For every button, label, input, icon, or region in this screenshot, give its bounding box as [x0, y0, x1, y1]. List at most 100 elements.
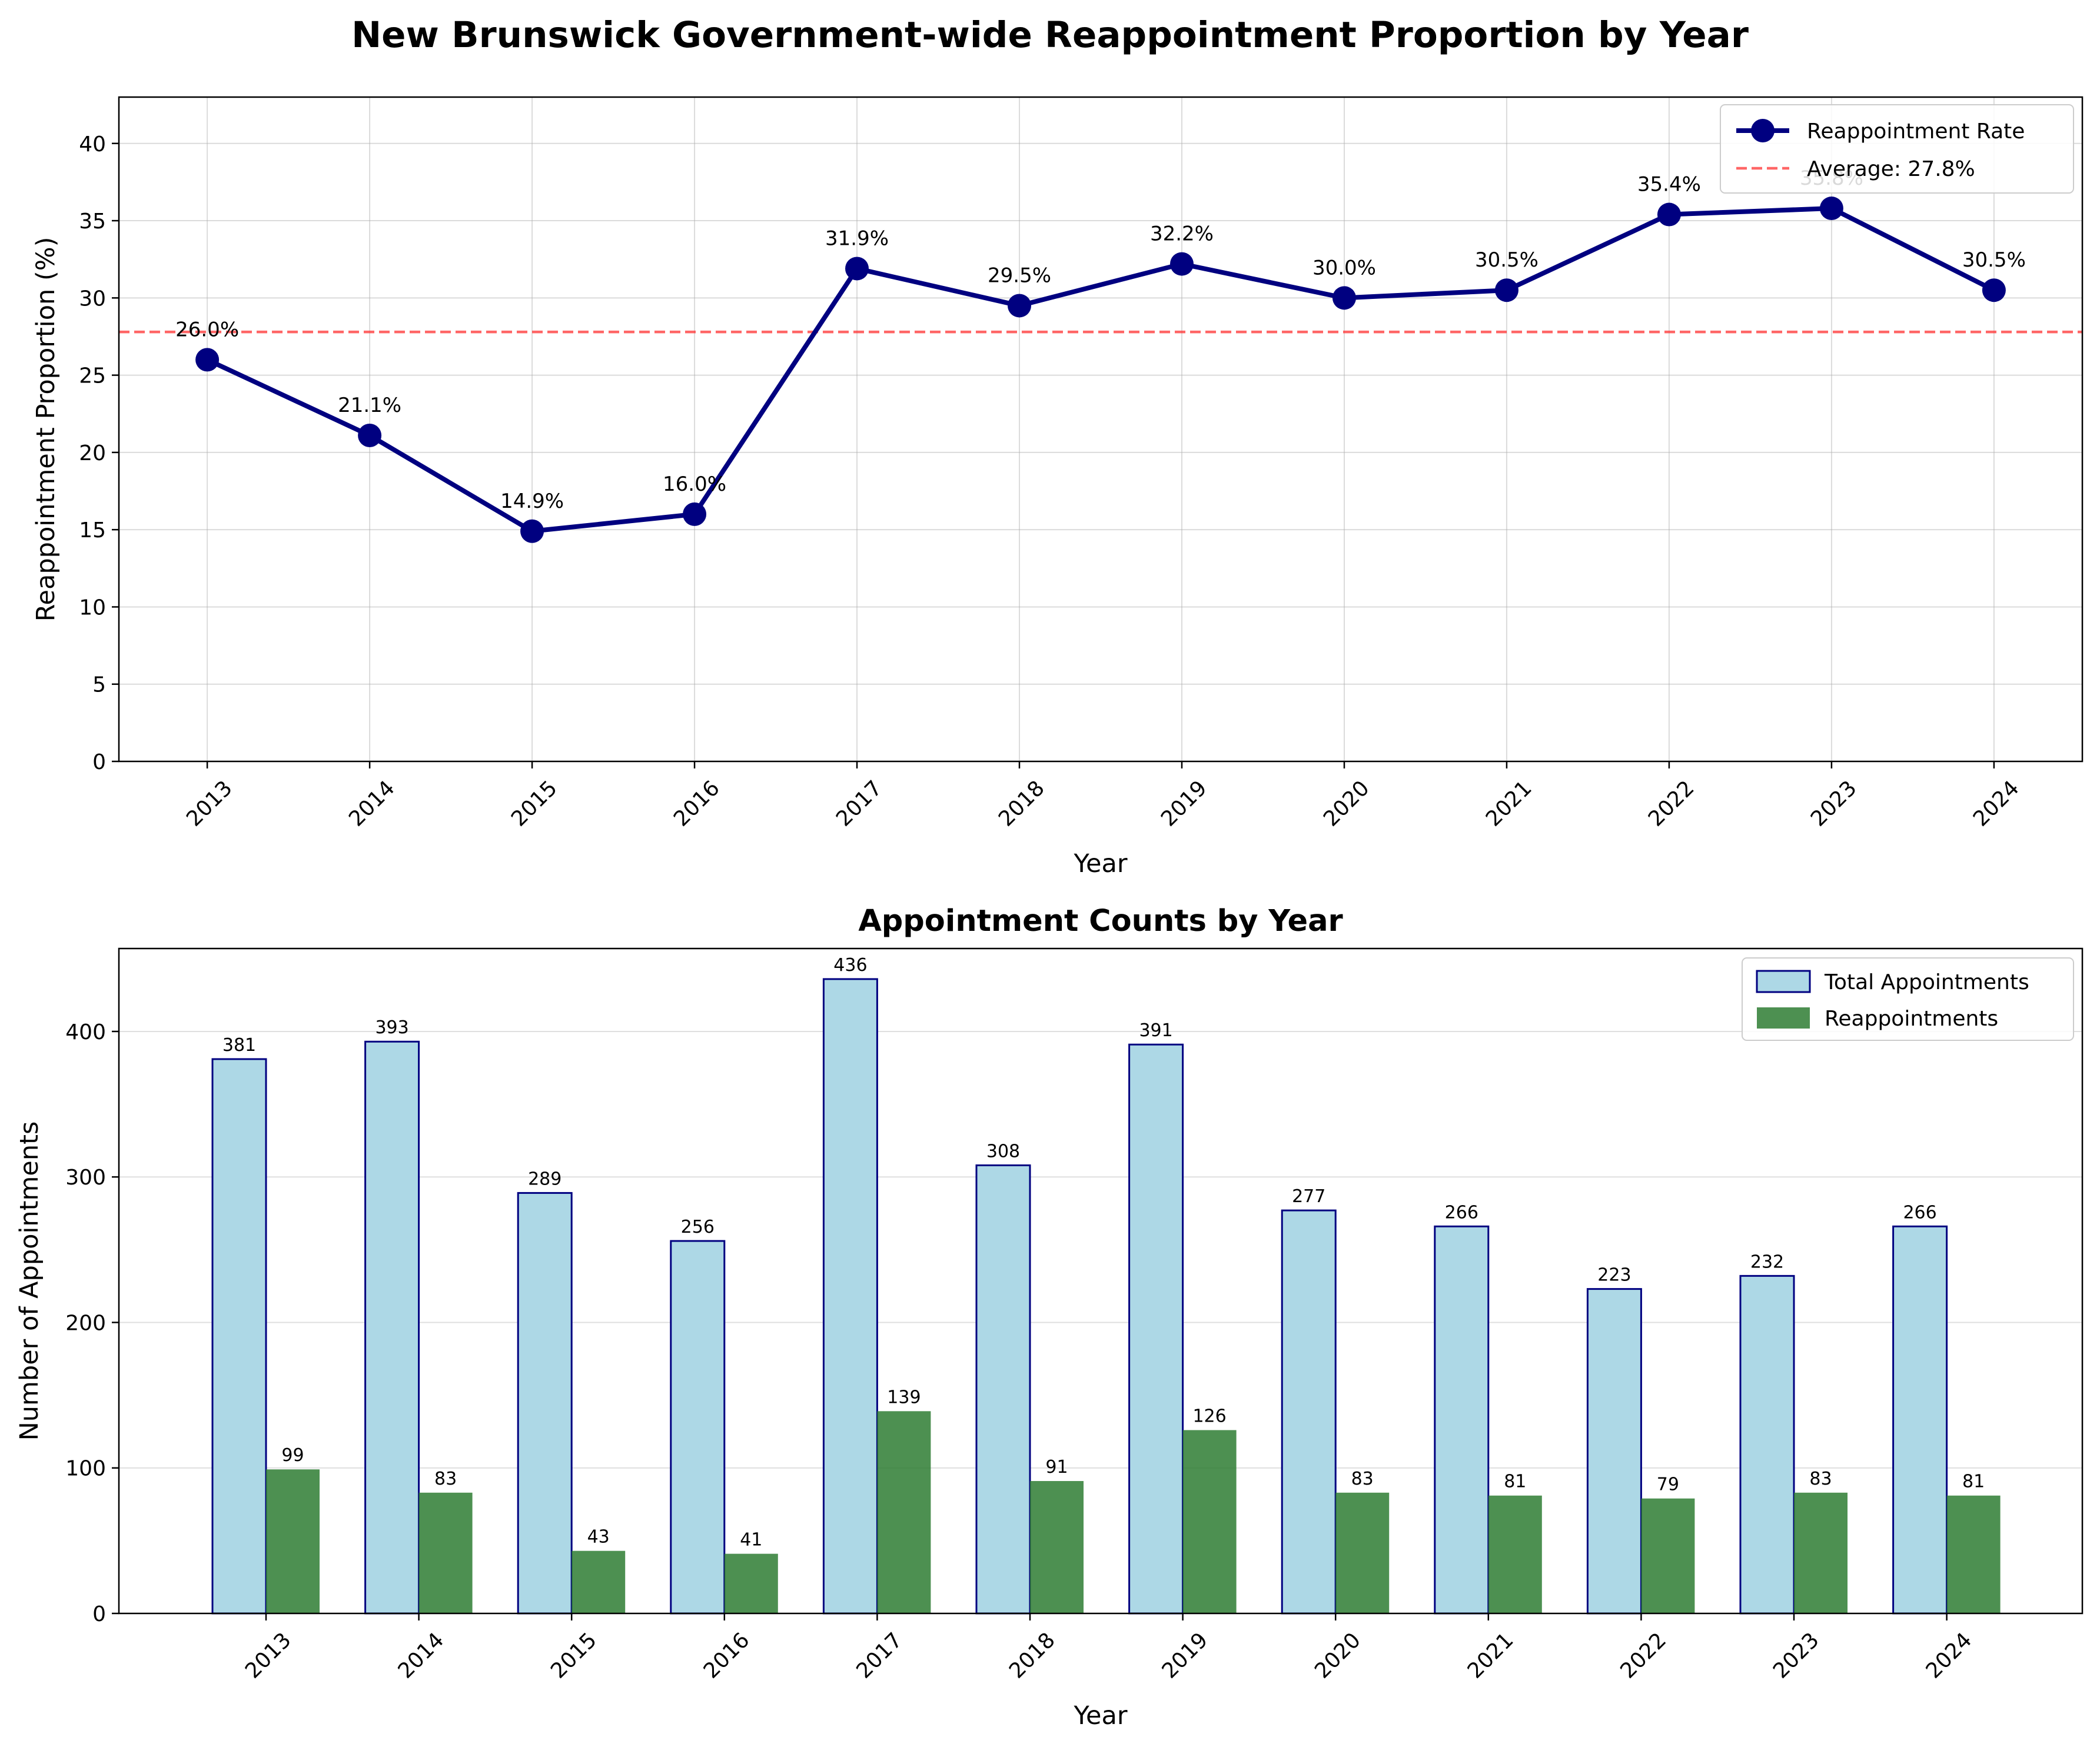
y-tick-label: 0	[92, 1602, 106, 1626]
x-tick-label: 2019	[1157, 776, 1212, 831]
y-tick-label: 40	[79, 132, 106, 157]
x-tick-label: 2023	[1769, 1628, 1824, 1683]
top-legend: Reappointment Rate Average: 27.8%	[1720, 104, 2074, 194]
figure-title: New Brunswick Government-wide Reappointm…	[351, 14, 1749, 56]
y-tick-label: 5	[92, 673, 106, 697]
rate-point	[1657, 202, 1681, 227]
total-bar	[211, 1058, 267, 1615]
reappointment-bar	[1794, 1492, 1848, 1613]
y-tick-label: 15	[79, 518, 106, 543]
reappointment-bar-label: 91	[1045, 1457, 1068, 1478]
total-bar	[1739, 1275, 1795, 1615]
x-tick-label: 2014	[394, 1628, 449, 1683]
top-plot-frame	[118, 96, 2084, 763]
bottom-legend-box	[1742, 957, 2074, 1041]
reappointment-bar	[571, 1550, 626, 1613]
x-tick-label: 2016	[699, 1628, 755, 1683]
total-bar	[1586, 1288, 1642, 1615]
x-tick-label: 2019	[1158, 1628, 1213, 1683]
bottom-chart-title: Appointment Counts by Year	[858, 904, 1343, 939]
total-bar-label: 266	[1445, 1202, 1478, 1223]
x-tick-label: 2022	[1616, 1628, 1671, 1683]
top-y-ticks: 0 5 10 15 20 25 30 35 40	[79, 132, 119, 774]
top-grid	[119, 97, 2082, 762]
total-bar	[1892, 1225, 1948, 1615]
x-tick-label: 2014	[344, 776, 400, 831]
rate-data-label: 16.0%	[663, 472, 726, 496]
reappointment-bar	[1641, 1498, 1695, 1613]
y-tick-label: 10	[79, 595, 106, 620]
bottom-x-axis-label: Year	[1073, 1701, 1127, 1731]
x-tick-label: 2021	[1481, 776, 1537, 831]
x-tick-label: 2020	[1310, 1628, 1365, 1683]
total-bar-label: 289	[528, 1169, 561, 1189]
reappointment-bar	[1335, 1492, 1390, 1613]
rate-point	[1982, 278, 2006, 302]
legend-total-swatch	[1756, 970, 1811, 993]
bottom-x-ticks: 2013 2014 2015 2016 2017 2018 2019 2020 2021 2022…	[241, 1613, 1976, 1683]
total-bar	[1434, 1225, 1490, 1615]
total-bar	[670, 1240, 726, 1615]
legend-reappointments-label: Reappointments	[1825, 1007, 1998, 1031]
counts-bar-chart: Appointment Counts by Year 0 100 200 300 400…	[15, 904, 2084, 1731]
y-tick-label: 35	[79, 209, 106, 234]
reappointment-bar-label: 81	[1962, 1472, 1985, 1492]
top-x-ticks: 2013 2014 2015 2016 2017 2018 2019 2020 2021 2022…	[182, 761, 2024, 831]
rate-point	[1008, 294, 1032, 318]
y-tick-label: 300	[65, 1166, 106, 1190]
total-bar	[1281, 1209, 1337, 1615]
rate-point	[1819, 197, 1843, 221]
rate-point	[683, 502, 707, 526]
reappointment-bar	[1488, 1495, 1542, 1613]
y-tick-label: 400	[65, 1020, 106, 1044]
rate-point	[1332, 286, 1356, 310]
total-bar-label: 277	[1292, 1186, 1325, 1207]
total-bar	[364, 1040, 420, 1615]
bottom-y-axis-label: Number of Appointments	[15, 1122, 44, 1441]
x-tick-label: 2023	[1806, 776, 1862, 831]
rate-data-label: 30.0%	[1312, 256, 1376, 279]
x-tick-label: 2013	[241, 1628, 296, 1683]
reappointment-bar	[1030, 1480, 1084, 1613]
rate-series: 26.0% 21.1% 14.9% 16.0% 31.9% 29.5% 32.2% 30.0%…	[175, 167, 2026, 543]
reappointment-bar-label: 83	[1809, 1469, 1832, 1489]
rate-data-label: 26.0%	[175, 318, 239, 341]
total-bar-label: 381	[222, 1035, 256, 1056]
rate-point	[358, 424, 382, 448]
x-tick-label: 2015	[546, 1628, 602, 1683]
total-bar	[975, 1164, 1031, 1615]
total-bar	[517, 1192, 573, 1615]
legend-rate-label: Reappointment Rate	[1807, 119, 2025, 144]
bars: 381 99 393 83 289 43 256 41 436 139 308 91 391 126 277…	[211, 955, 2001, 1615]
reappointment-bar-label: 41	[740, 1530, 762, 1550]
reappointment-bar	[1946, 1495, 2001, 1613]
x-tick-label: 2018	[994, 776, 1049, 831]
reappointment-bar-label: 83	[434, 1469, 457, 1489]
reappointment-bar	[724, 1553, 778, 1613]
reappointment-bar	[1182, 1430, 1237, 1613]
top-x-axis-label: Year	[1073, 849, 1127, 879]
reappointment-bar-label: 79	[1657, 1475, 1679, 1495]
rate-data-label: 30.5%	[1962, 248, 2026, 272]
reappointment-bar-label: 99	[281, 1445, 304, 1466]
rate-line	[206, 206, 1995, 534]
rate-point	[1494, 278, 1518, 302]
reappointment-bar	[418, 1492, 473, 1613]
x-tick-label: 2024	[1922, 1628, 1977, 1683]
x-tick-label: 2021	[1463, 1628, 1518, 1683]
reappointment-bar-label: 83	[1351, 1469, 1374, 1489]
reappointment-bar-label: 126	[1192, 1406, 1226, 1426]
bottom-legend: Total Appointments Reappointments	[1742, 957, 2074, 1041]
rate-point	[520, 519, 544, 543]
y-tick-label: 200	[65, 1311, 106, 1335]
rate-point	[1169, 252, 1194, 276]
legend-rate-marker	[1751, 119, 1775, 142]
total-bar	[822, 978, 878, 1615]
y-tick-label: 30	[79, 287, 106, 311]
rate-data-label: 21.1%	[338, 394, 401, 417]
legend-average-label: Average: 27.8%	[1807, 157, 1975, 181]
rate-data-label: 14.9%	[500, 490, 564, 513]
total-bar-label: 393	[375, 1017, 408, 1038]
x-tick-label: 2016	[669, 776, 725, 831]
